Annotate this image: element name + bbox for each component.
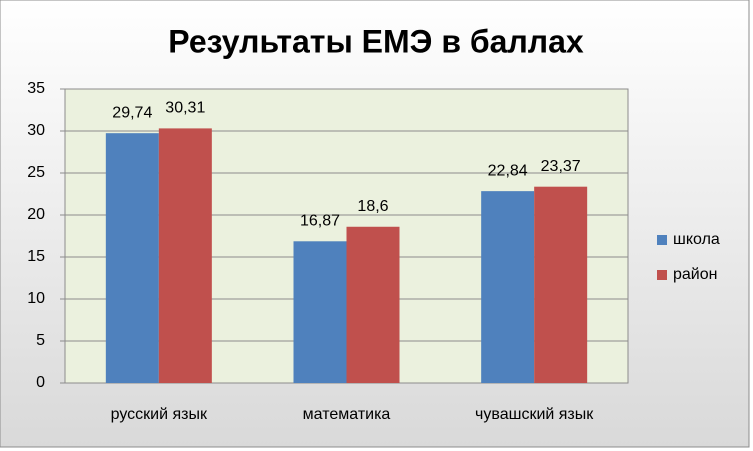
legend-label: район: [673, 266, 717, 283]
y-tick-label: 0: [36, 374, 45, 391]
legend-swatch: [657, 270, 667, 280]
y-tick-label: 20: [27, 206, 45, 223]
value-label: 16,87: [300, 213, 340, 230]
bar: [105, 133, 159, 383]
y-tick-label: 10: [27, 290, 45, 307]
bar: [293, 241, 347, 383]
legend-label: школа: [673, 231, 720, 248]
value-label: 30,31: [165, 100, 205, 117]
x-tick-label: русский язык: [111, 406, 208, 423]
x-tick-label: чувашский язык: [475, 406, 594, 423]
y-tick-label: 15: [27, 248, 45, 265]
y-tick-label: 35: [27, 80, 45, 97]
y-tick-label: 30: [27, 122, 45, 139]
value-label: 29,74: [112, 104, 152, 121]
chart-title: Результаты ЕМЭ в баллах: [168, 23, 584, 59]
bar: [158, 128, 212, 383]
x-tick-label: математика: [303, 406, 391, 423]
value-label: 18,6: [357, 198, 388, 215]
y-tick-label: 25: [27, 164, 45, 181]
value-label: 23,37: [541, 158, 581, 175]
legend-swatch: [657, 235, 667, 245]
bar: [534, 186, 588, 383]
y-tick-label: 5: [36, 332, 45, 349]
bar: [346, 226, 400, 383]
bar: [481, 191, 535, 383]
value-label: 22,84: [488, 162, 528, 179]
